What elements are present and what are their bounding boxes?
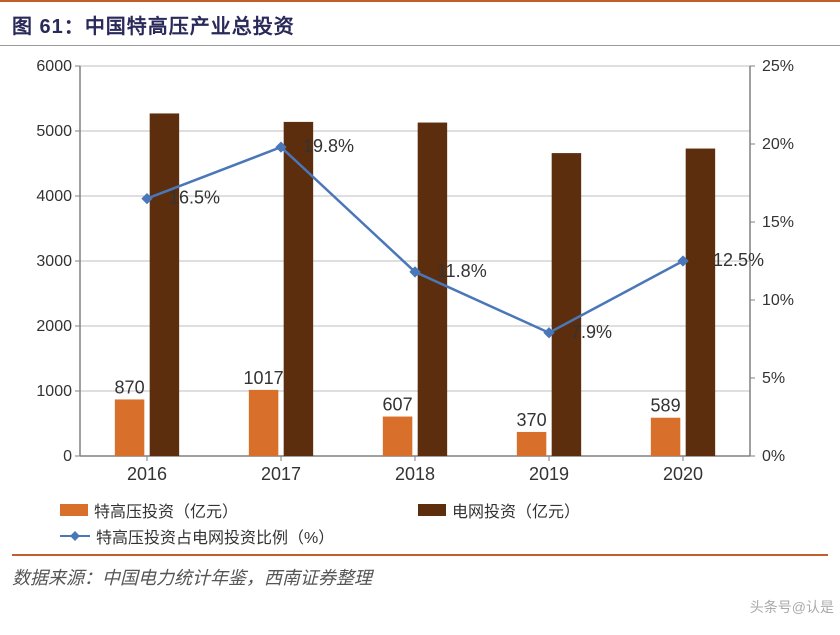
legend-label-line: 特高压投资占电网投资比例（%） <box>96 524 334 548</box>
svg-text:2016: 2016 <box>127 464 167 484</box>
svg-text:0%: 0% <box>762 448 785 465</box>
svg-text:5000: 5000 <box>36 123 72 140</box>
svg-text:12.5%: 12.5% <box>713 250 764 270</box>
chart-title-bar: 图 61：中国特高压产业总投资 <box>0 0 840 46</box>
title-prefix: 图 61： <box>12 16 85 38</box>
svg-text:870: 870 <box>115 377 145 397</box>
legend-item-line: 特高压投资占电网投资比例（%） <box>60 524 334 548</box>
svg-text:25%: 25% <box>762 58 794 75</box>
svg-text:11.8%: 11.8% <box>437 261 487 281</box>
svg-text:1000: 1000 <box>36 383 72 400</box>
svg-text:0: 0 <box>63 448 72 465</box>
svg-text:3000: 3000 <box>36 253 72 270</box>
legend-label-bar1: 特高压投资（亿元） <box>94 498 238 522</box>
svg-text:15%: 15% <box>762 214 794 231</box>
data-source: 数据来源：中国电力统计年鉴，西南证券整理 <box>12 554 828 590</box>
svg-text:1017: 1017 <box>244 368 284 388</box>
svg-text:2017: 2017 <box>261 464 301 484</box>
svg-text:2018: 2018 <box>395 464 435 484</box>
svg-text:2020: 2020 <box>663 464 703 484</box>
svg-text:19.8%: 19.8% <box>303 136 354 156</box>
svg-text:2019: 2019 <box>529 464 569 484</box>
title-main: 中国特高压产业总投资 <box>85 16 295 38</box>
legend-item-bar1: 特高压投资（亿元） <box>60 498 238 522</box>
chart-title: 图 61：中国特高压产业总投资 <box>12 16 295 38</box>
legend-swatch-bar1 <box>60 504 88 516</box>
svg-text:607: 607 <box>383 395 413 415</box>
chart-area: 0 1000 2000 3000 4000 5000 6000 0% 5% 10% 15% 20% 25… <box>20 56 820 496</box>
svg-text:4000: 4000 <box>36 188 72 205</box>
svg-text:5%: 5% <box>762 370 785 387</box>
svg-text:16.5%: 16.5% <box>169 188 220 208</box>
legend-swatch-line <box>60 535 90 537</box>
legend-item-bar2: 电网投资（亿元） <box>418 498 580 522</box>
svg-text:6000: 6000 <box>36 58 72 75</box>
legend: 特高压投资（亿元） 电网投资（亿元） 特高压投资占电网投资比例（%） <box>60 498 800 548</box>
legend-swatch-bar2 <box>418 504 446 516</box>
svg-text:2000: 2000 <box>36 318 72 335</box>
svg-text:370: 370 <box>517 410 547 430</box>
svg-text:589: 589 <box>651 396 681 416</box>
svg-text:7.9%: 7.9% <box>571 322 612 342</box>
legend-label-bar2: 电网投资（亿元） <box>452 498 580 522</box>
chart-svg: 0 1000 2000 3000 4000 5000 6000 0% 5% 10% 15% 20% 25… <box>20 56 820 496</box>
svg-text:20%: 20% <box>762 136 794 153</box>
svg-text:10%: 10% <box>762 292 794 309</box>
watermark: 头条号@认是 <box>750 597 834 617</box>
